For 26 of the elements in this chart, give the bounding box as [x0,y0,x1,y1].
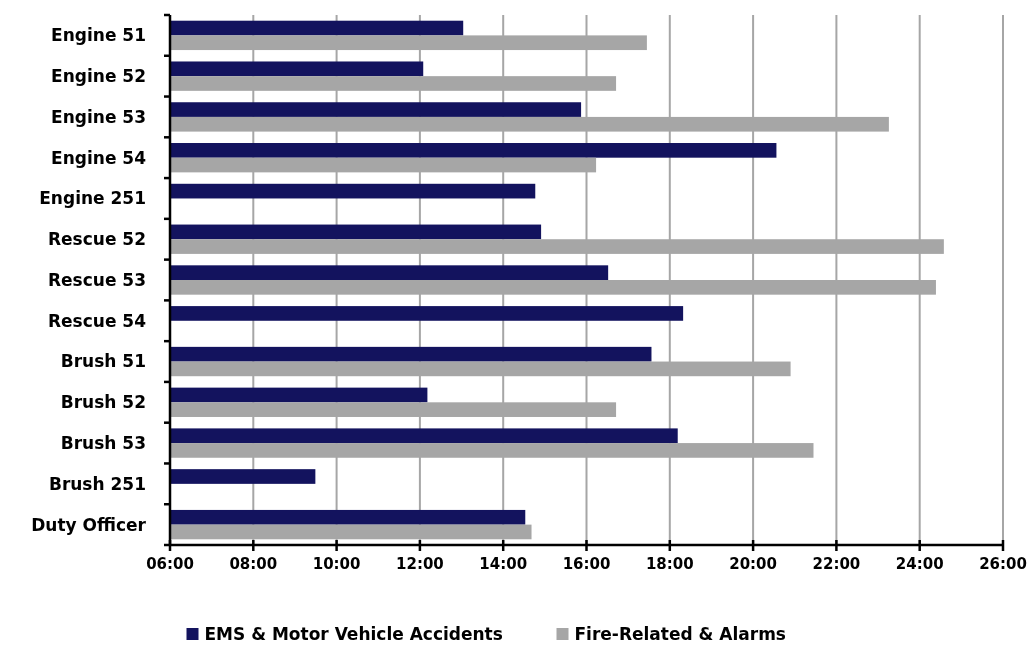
x-tick-label: 06:00 [146,555,194,573]
x-tick-label: 26:00 [979,555,1027,573]
y-tick-label: Brush 251 [48,473,146,494]
y-tick-label: Rescue 53 [47,269,146,290]
y-tick-label: Rescue 52 [47,229,146,250]
x-tick-label: 16:00 [562,555,611,573]
x-tick-label: 08:00 [229,555,278,573]
x-tick-label: 10:00 [312,555,361,573]
x-tick-label: 12:00 [396,555,444,573]
x-tick-label: 18:00 [645,555,694,573]
y-tick-label: Brush 52 [60,392,146,413]
y-tick-label: Brush 51 [60,351,146,372]
x-tick-label: 20:00 [729,555,777,573]
y-tick-label: Engine 53 [51,106,146,127]
y-tick-label: Brush 53 [60,433,146,454]
y-tick-label: Engine 251 [39,188,146,209]
x-tick-label: 24:00 [895,555,944,573]
y-tick-label: Engine 51 [51,25,146,46]
x-tick-label: 14:00 [479,555,528,573]
x-tick-label: 22:00 [812,555,861,573]
y-tick-label: Engine 54 [51,147,147,168]
y-tick-label: Rescue 54 [47,310,147,331]
y-tick-label: Duty Officer [31,514,147,535]
y-tick-label: Engine 52 [51,66,146,87]
legend-label: Fire-Related & Alarms [574,624,786,644]
legend-label: EMS & Motor Vehicle Accidents [204,624,503,644]
